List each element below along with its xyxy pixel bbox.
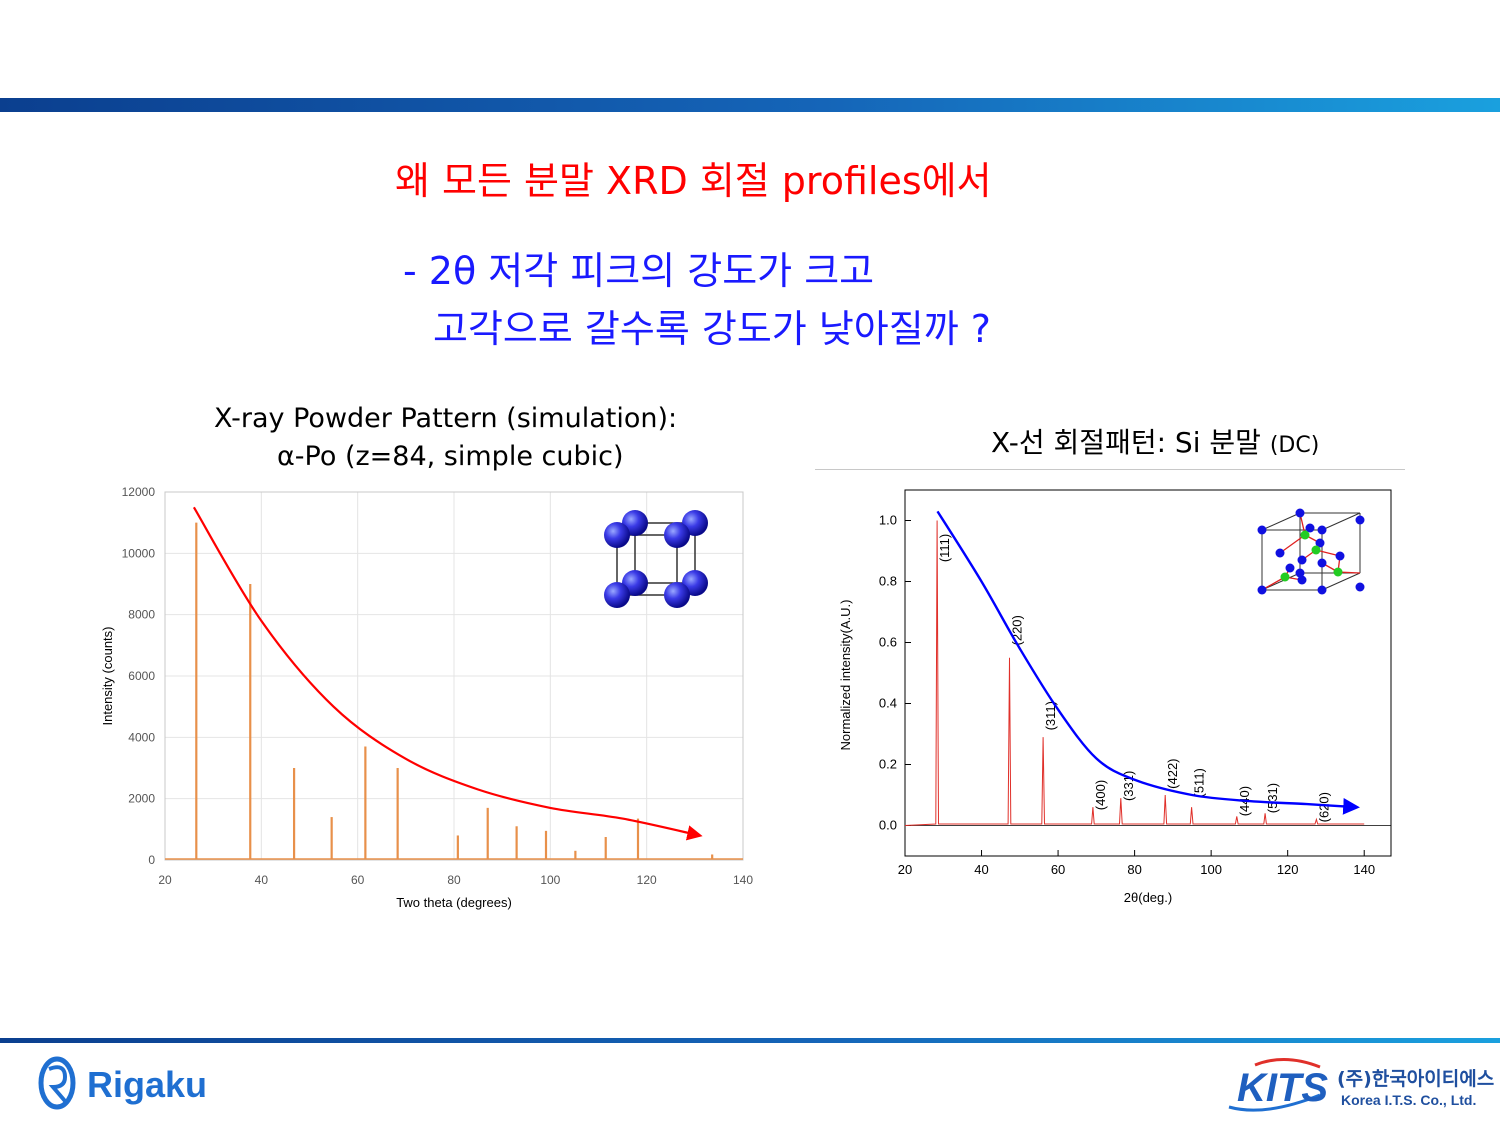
hkl-label: (311) xyxy=(1043,701,1058,730)
right-chart-title-suffix: (DC) xyxy=(1269,433,1320,458)
svg-text:(주)한국아이티에스: (주)한국아이티에스 xyxy=(1337,1068,1494,1090)
right-y-axis-label: Normalized intensity(A.U.) xyxy=(838,600,853,751)
right-x-tick-label: 60 xyxy=(1051,862,1065,877)
simple-cubic-inset xyxy=(604,510,708,608)
left-chart-title-line-2: α-Po (z=84, simple cubic) xyxy=(277,441,624,472)
left-axes: 20 40 60 80 100 120 140 0 2000 4000 6000 8000 10000 1… xyxy=(122,485,754,887)
left-x-tick-label: 80 xyxy=(447,873,461,887)
right-x-axis-label: 2θ(deg.) xyxy=(1124,890,1172,905)
title-divider xyxy=(815,469,1405,470)
left-y-tick-label: 10000 xyxy=(122,546,156,560)
right-plot-frame xyxy=(904,489,1392,857)
left-x-tick-label: 140 xyxy=(733,873,753,887)
right-y-tick-label: 1.0 xyxy=(879,513,897,528)
left-y-tick-label: 6000 xyxy=(128,669,155,683)
slide-title: 왜 모든 분말 XRD 회절 profiles에서 xyxy=(395,159,992,203)
hkl-label: (111) xyxy=(937,534,952,562)
left-y-tick-label: 0 xyxy=(148,853,155,867)
hkl-label: (511) xyxy=(1192,768,1207,797)
left-x-axis-label: Two theta (degrees) xyxy=(396,895,512,910)
right-axes: 20 40 60 80 100 120 140 0.0 0.2 0.4 0.6 0.8 1.0 xyxy=(879,513,1375,878)
right-y-tick-label: 0.6 xyxy=(879,635,897,650)
right-y-tick-label: 0.4 xyxy=(879,696,897,711)
left-y-tick-label: 4000 xyxy=(128,730,155,744)
left-chart-title-line-1: X-ray Powder Pattern (simulation): xyxy=(214,403,678,434)
right-x-tick-label: 120 xyxy=(1277,862,1299,877)
simulation-chart: 20 40 60 80 100 120 140 0 2000 4000 6000 8000 10000 1… xyxy=(100,485,754,910)
right-x-tick-label: 140 xyxy=(1353,862,1375,877)
right-x-tick-label: 100 xyxy=(1200,862,1222,877)
svg-text:KITS: KITS xyxy=(1237,1066,1328,1110)
hkl-label: (531) xyxy=(1265,783,1280,813)
left-y-tick-label: 2000 xyxy=(128,792,155,806)
left-x-tick-label: 20 xyxy=(158,873,172,887)
right-y-tick-label: 0.2 xyxy=(879,757,897,772)
left-y-axis-label: Intensity (counts) xyxy=(100,627,115,726)
svg-text:Rigaku: Rigaku xyxy=(87,1064,207,1105)
diamond-cubic-inset xyxy=(1257,508,1365,595)
right-x-tick-label: 80 xyxy=(1127,862,1141,877)
si-diffraction-pattern xyxy=(904,520,1365,826)
footer-accent-bar xyxy=(0,1038,1500,1043)
header-accent-bar xyxy=(0,98,1500,112)
hkl-label: (620) xyxy=(1316,792,1331,822)
right-chart-title: X-선 회절패턴: Si 분말 (DC) xyxy=(991,421,1319,461)
left-y-tick-label: 12000 xyxy=(122,485,156,499)
right-y-tick-label: 0.0 xyxy=(879,818,897,833)
right-y-tick-label: 0.8 xyxy=(879,574,897,589)
left-x-tick-label: 100 xyxy=(540,873,560,887)
hkl-label: (400) xyxy=(1093,780,1108,810)
right-x-tick-label: 40 xyxy=(974,862,988,877)
left-trend-arrow xyxy=(192,506,703,841)
left-gridlines xyxy=(164,491,744,861)
left-plot-frame xyxy=(164,491,744,861)
question-line-1: - 2θ 저각 피크의 강도가 크고 xyxy=(403,249,875,293)
right-trend-arrow xyxy=(936,510,1360,815)
right-x-tick-label: 20 xyxy=(898,862,912,877)
left-y-tick-label: 8000 xyxy=(128,608,155,622)
left-x-tick-label: 60 xyxy=(351,873,365,887)
question-line-2: 고각으로 갈수록 강도가 낮아질까 ? xyxy=(433,307,991,351)
hkl-label: (422) xyxy=(1165,758,1180,788)
left-x-tick-label: 40 xyxy=(255,873,269,887)
left-peaks xyxy=(165,522,743,860)
si-pattern-chart: 20 40 60 80 100 120 140 0.0 0.2 0.4 0.6 0.8 1.0 (111… xyxy=(838,489,1392,905)
rigaku-logo: Rigaku xyxy=(38,1056,207,1110)
hkl-label: (220) xyxy=(1009,615,1024,645)
kits-logo: KITS (주)한국아이티에스 Korea I.T.S. Co., Ltd. xyxy=(1228,1057,1494,1112)
svg-text:Korea I.T.S. Co., Ltd.: Korea I.T.S. Co., Ltd. xyxy=(1341,1092,1476,1108)
left-x-tick-label: 120 xyxy=(637,873,657,887)
right-chart-title-main: X-선 회절패턴: Si 분말 xyxy=(991,426,1261,459)
